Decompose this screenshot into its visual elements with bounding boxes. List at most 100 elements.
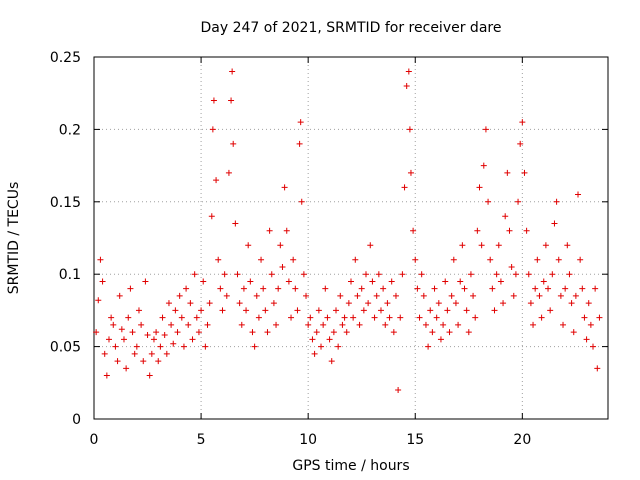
data-point bbox=[478, 242, 485, 249]
data-point bbox=[585, 300, 592, 307]
data-point bbox=[568, 300, 575, 307]
data-point bbox=[277, 242, 284, 249]
data-point bbox=[146, 372, 153, 379]
x-tick-label: 5 bbox=[197, 432, 206, 448]
data-point bbox=[401, 184, 408, 191]
data-point bbox=[397, 314, 404, 321]
data-point bbox=[157, 343, 164, 350]
data-point bbox=[213, 177, 220, 184]
data-point bbox=[399, 271, 406, 278]
data-point bbox=[444, 307, 451, 314]
data-point bbox=[410, 227, 417, 234]
data-point bbox=[348, 278, 354, 285]
data-point bbox=[138, 321, 145, 328]
data-point bbox=[431, 285, 438, 292]
data-point bbox=[333, 307, 340, 314]
data-point bbox=[315, 307, 322, 314]
data-point bbox=[118, 326, 125, 333]
data-point bbox=[300, 271, 307, 278]
data-point bbox=[219, 307, 226, 314]
data-point bbox=[512, 271, 519, 278]
data-point bbox=[369, 278, 376, 285]
data-point bbox=[564, 242, 571, 249]
data-point bbox=[258, 256, 265, 263]
data-point bbox=[249, 329, 256, 336]
data-point bbox=[465, 329, 472, 336]
data-point bbox=[178, 314, 185, 321]
data-point bbox=[392, 292, 399, 299]
data-point bbox=[229, 68, 236, 75]
data-point bbox=[294, 307, 301, 314]
y-tick-label: 0.1 bbox=[59, 267, 81, 283]
data-point bbox=[560, 321, 567, 328]
data-point bbox=[455, 321, 462, 328]
data-point bbox=[566, 271, 573, 278]
data-point bbox=[521, 169, 528, 176]
data-point bbox=[440, 321, 447, 328]
plot-frame bbox=[93, 56, 609, 420]
data-point bbox=[335, 343, 342, 350]
data-point bbox=[343, 329, 350, 336]
data-point bbox=[266, 227, 273, 234]
data-point bbox=[407, 169, 414, 176]
data-point bbox=[577, 256, 584, 263]
data-point bbox=[313, 329, 320, 336]
data-point bbox=[180, 343, 187, 350]
data-point bbox=[493, 271, 500, 278]
data-point bbox=[587, 321, 594, 328]
data-point bbox=[395, 387, 402, 394]
data-point bbox=[534, 256, 541, 263]
data-point bbox=[198, 307, 205, 314]
data-point bbox=[303, 292, 310, 299]
data-point bbox=[523, 227, 530, 234]
data-point bbox=[375, 271, 382, 278]
data-point bbox=[367, 242, 374, 249]
data-point bbox=[579, 285, 586, 292]
data-point bbox=[572, 292, 579, 299]
data-point bbox=[296, 140, 303, 147]
data-point bbox=[225, 169, 232, 176]
data-point bbox=[144, 332, 151, 339]
data-point bbox=[510, 292, 517, 299]
data-point bbox=[260, 285, 267, 292]
data-point bbox=[596, 314, 603, 321]
y-tick-label: 0 bbox=[72, 412, 81, 428]
data-point bbox=[476, 184, 483, 191]
data-point bbox=[127, 285, 134, 292]
chart-title: Day 247 of 2021, SRMTID for receiver dar… bbox=[201, 20, 502, 36]
data-point bbox=[297, 119, 304, 126]
data-point bbox=[93, 329, 100, 336]
data-point bbox=[491, 307, 498, 314]
data-point bbox=[515, 198, 522, 205]
data-point bbox=[467, 271, 474, 278]
data-point bbox=[135, 307, 142, 314]
data-point bbox=[232, 220, 239, 227]
data-point bbox=[112, 343, 119, 350]
data-point bbox=[195, 329, 202, 336]
data-point bbox=[99, 278, 106, 285]
data-point bbox=[527, 300, 534, 307]
data-point bbox=[326, 336, 333, 343]
y-tick-label: 0.2 bbox=[59, 122, 81, 138]
data-point bbox=[386, 314, 393, 321]
data-point bbox=[210, 97, 217, 104]
data-point bbox=[459, 242, 466, 249]
data-point bbox=[461, 285, 468, 292]
data-point bbox=[262, 307, 269, 314]
data-point bbox=[290, 256, 297, 263]
data-point bbox=[352, 256, 359, 263]
data-point bbox=[305, 321, 312, 328]
data-point bbox=[487, 256, 494, 263]
data-point bbox=[279, 263, 286, 270]
data-point bbox=[330, 329, 337, 336]
data-point bbox=[549, 271, 556, 278]
data-point bbox=[557, 292, 564, 299]
data-point bbox=[429, 329, 436, 336]
data-point bbox=[240, 285, 247, 292]
data-point bbox=[120, 336, 127, 343]
data-point bbox=[217, 285, 224, 292]
data-point bbox=[551, 220, 558, 227]
data-point bbox=[125, 314, 132, 321]
grid-lines bbox=[94, 57, 608, 419]
data-point bbox=[365, 300, 372, 307]
